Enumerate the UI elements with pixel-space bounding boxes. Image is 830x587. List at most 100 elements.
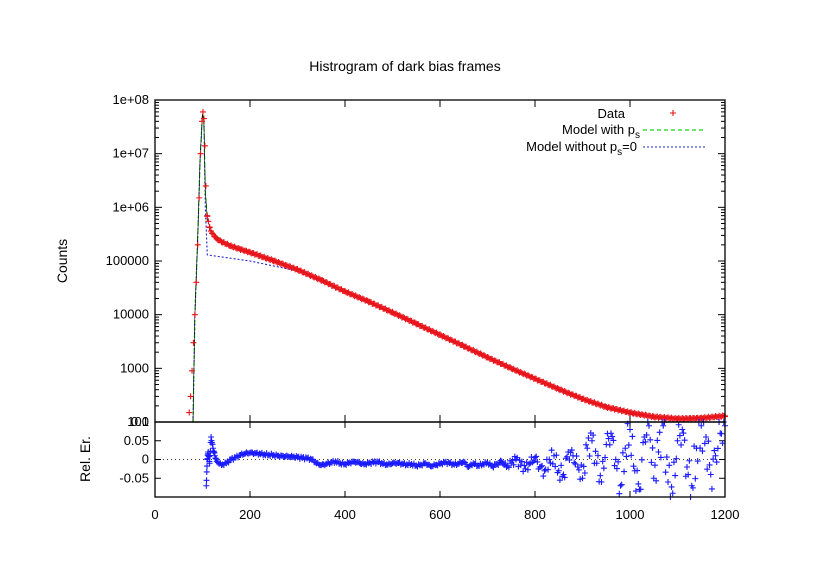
residual-point bbox=[581, 470, 588, 477]
residual-point bbox=[524, 466, 531, 473]
data-point bbox=[204, 213, 211, 220]
data-point bbox=[197, 150, 204, 157]
residual-point bbox=[568, 447, 575, 454]
residual-point bbox=[670, 459, 677, 466]
residual-point bbox=[597, 472, 604, 479]
residual-point bbox=[711, 447, 718, 454]
residual-point bbox=[718, 430, 725, 437]
residual-point bbox=[605, 435, 612, 442]
residual-point bbox=[619, 449, 626, 456]
residual-point bbox=[665, 479, 671, 485]
residual-plot: 0 200 400 600 800 1000 1200 -0.05 0 0.05 0.1 bbox=[119, 414, 739, 522]
y-tick-label: 1000 bbox=[120, 360, 149, 375]
main-plot-frame bbox=[154, 99, 726, 423]
residual-point bbox=[203, 482, 210, 489]
residual-point bbox=[600, 465, 607, 472]
residual-point bbox=[680, 430, 687, 437]
legend-label-model-ps-sub: s bbox=[635, 130, 640, 141]
legend-label-model-ps-main: Model with p bbox=[562, 122, 635, 137]
residual-point bbox=[573, 453, 580, 460]
residual-point bbox=[540, 473, 547, 480]
residual-point bbox=[566, 456, 573, 463]
data-point bbox=[186, 409, 193, 416]
residual-point bbox=[638, 456, 645, 463]
residual-point bbox=[586, 452, 593, 459]
residual-point bbox=[627, 426, 633, 433]
residual-point bbox=[699, 448, 706, 455]
data-point bbox=[200, 115, 207, 122]
y-axis-label-counts: Counts bbox=[54, 239, 70, 283]
res-y-tick-label: 0 bbox=[142, 452, 149, 467]
residual-point bbox=[552, 463, 559, 470]
residual-point bbox=[556, 477, 563, 484]
residual-point bbox=[656, 429, 663, 436]
residual-point bbox=[579, 475, 586, 482]
residual-point bbox=[509, 457, 516, 464]
y-tick-label: 1e+06 bbox=[112, 199, 149, 214]
residual-point bbox=[712, 452, 719, 459]
y-tick-label: 1e+08 bbox=[112, 92, 149, 107]
residual-point bbox=[555, 467, 562, 474]
residual-point bbox=[534, 458, 541, 465]
residual-point bbox=[653, 477, 660, 484]
residual-point bbox=[497, 457, 504, 464]
residual-point bbox=[530, 457, 537, 464]
data-point bbox=[189, 367, 196, 374]
x-tick-label: 600 bbox=[429, 507, 451, 522]
residual-point bbox=[602, 454, 609, 461]
residual-point bbox=[584, 445, 591, 452]
y-tick-label: 100000 bbox=[106, 253, 149, 268]
residual-point bbox=[613, 465, 620, 472]
residual-point bbox=[505, 464, 512, 471]
residual-point bbox=[621, 468, 628, 475]
residual-point bbox=[574, 464, 581, 470]
data-point bbox=[190, 339, 197, 346]
residual-point bbox=[634, 467, 641, 474]
legend: Data Model with ps Model without ps=0 bbox=[526, 106, 705, 158]
residual-point bbox=[674, 437, 681, 444]
residual-point bbox=[617, 482, 624, 489]
residual-point bbox=[225, 459, 232, 466]
data-point bbox=[210, 231, 217, 238]
residual-point bbox=[713, 459, 720, 466]
residual-point bbox=[694, 458, 701, 465]
residual-point bbox=[599, 458, 606, 465]
residual-point bbox=[495, 461, 502, 468]
data-point bbox=[201, 142, 208, 149]
residual-point bbox=[692, 475, 699, 482]
residual-point bbox=[575, 466, 582, 473]
residual-point bbox=[679, 426, 686, 433]
residual-point bbox=[561, 474, 568, 481]
residual-point bbox=[625, 442, 632, 449]
residual-point bbox=[672, 472, 679, 479]
residual-point bbox=[539, 462, 546, 469]
series-line-model-no-ps bbox=[192, 113, 726, 423]
residual-point bbox=[697, 445, 704, 452]
residual-point bbox=[651, 462, 658, 469]
legend-label-model-no-ps-main: Model without p bbox=[526, 139, 617, 154]
res-y-tick-label: 0.05 bbox=[124, 433, 149, 448]
x-tick-label: 1000 bbox=[616, 507, 645, 522]
data-point bbox=[209, 230, 215, 237]
residual-point bbox=[532, 454, 538, 461]
residual-point bbox=[518, 458, 525, 465]
residual-point bbox=[206, 460, 213, 467]
residual-point bbox=[684, 464, 690, 470]
residual-point bbox=[706, 461, 713, 468]
residual-point bbox=[703, 434, 709, 440]
residual-point bbox=[646, 422, 652, 429]
residual-point bbox=[203, 468, 210, 475]
residual-point bbox=[309, 456, 316, 463]
data-point bbox=[193, 279, 200, 286]
residual-point bbox=[630, 463, 637, 470]
residual-point bbox=[673, 455, 680, 462]
residual-point bbox=[504, 462, 511, 469]
residual-point bbox=[623, 453, 630, 460]
y-tick-label: 100 bbox=[127, 414, 149, 429]
residual-point bbox=[558, 462, 565, 469]
residual-plot-frame bbox=[154, 421, 726, 498]
residual-point bbox=[521, 462, 528, 469]
residual-point bbox=[678, 441, 685, 448]
residual-point bbox=[704, 466, 711, 473]
